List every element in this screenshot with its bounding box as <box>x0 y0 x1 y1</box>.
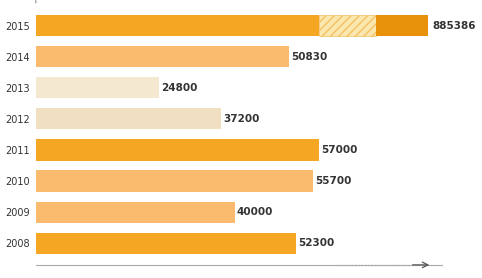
Bar <box>36 46 289 67</box>
Text: 55700: 55700 <box>315 176 351 186</box>
Text: 50830: 50830 <box>291 52 327 62</box>
Bar <box>36 233 296 254</box>
Text: 57000: 57000 <box>321 145 358 155</box>
Bar <box>320 15 376 36</box>
Text: 52300: 52300 <box>298 238 335 248</box>
Bar <box>36 108 221 130</box>
Bar <box>36 15 320 36</box>
Bar <box>376 15 428 36</box>
Text: 885386: 885386 <box>432 21 476 31</box>
Text: 40000: 40000 <box>237 207 273 217</box>
Bar <box>36 202 235 223</box>
Bar <box>36 77 159 98</box>
Bar <box>36 170 313 192</box>
Text: 37200: 37200 <box>223 114 259 124</box>
Bar <box>36 139 320 160</box>
Text: 24800: 24800 <box>161 83 198 93</box>
